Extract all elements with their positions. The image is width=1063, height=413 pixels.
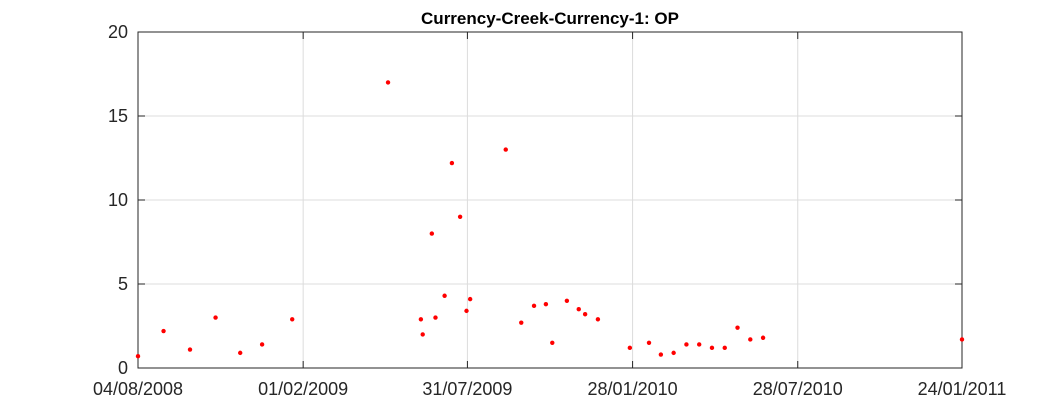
- data-point: [238, 350, 243, 356]
- data-points: [135, 80, 965, 359]
- x-tick-label: 28/07/2010: [753, 379, 843, 399]
- data-point: [671, 350, 676, 356]
- data-point: [187, 347, 193, 352]
- data-point: [259, 342, 265, 347]
- data-point: [627, 345, 633, 351]
- data-point: [213, 315, 218, 320]
- data-point: [576, 307, 581, 312]
- y-tick-labels: 0 5 10 15 20: [108, 22, 128, 378]
- data-point: [564, 298, 570, 303]
- data-point: [543, 301, 549, 307]
- data-point: [646, 340, 652, 345]
- grid-lines: [138, 32, 962, 368]
- x-tick-label: 31/07/2009: [422, 379, 512, 399]
- data-point: [658, 352, 664, 357]
- data-point: [420, 332, 425, 337]
- data-point: [722, 345, 727, 351]
- data-point: [467, 296, 473, 302]
- data-point: [684, 342, 689, 347]
- data-point: [429, 231, 435, 236]
- data-point: [595, 317, 601, 322]
- x-tick-label: 04/08/2008: [93, 379, 183, 399]
- data-point: [290, 317, 295, 322]
- y-tick-label: 15: [108, 106, 128, 126]
- y-tick-label: 5: [118, 274, 128, 294]
- data-point: [519, 320, 524, 325]
- x-tick-label: 24/01/2011: [918, 379, 1007, 399]
- data-point: [161, 328, 166, 334]
- data-point: [385, 80, 391, 85]
- data-point: [135, 354, 141, 359]
- data-point: [748, 337, 753, 342]
- data-point: [582, 312, 588, 317]
- y-tick-label: 10: [108, 190, 128, 210]
- data-point: [503, 147, 508, 152]
- data-point: [735, 325, 740, 330]
- data-point: [696, 342, 702, 347]
- data-point: [550, 340, 555, 345]
- data-point: [709, 345, 715, 351]
- data-point: [433, 315, 438, 320]
- x-tick-label: 01/02/2009: [258, 379, 348, 399]
- data-point: [449, 160, 455, 166]
- data-point: [457, 214, 463, 219]
- y-tick-label: 0: [118, 358, 128, 378]
- x-tick-labels: 04/08/2008 01/02/2009 31/07/2009 28/01/2010…: [93, 379, 1006, 399]
- data-point: [442, 293, 447, 298]
- data-point: [760, 335, 766, 340]
- tick-marks: [137, 31, 963, 369]
- data-point: [959, 337, 965, 342]
- chart-title: Currency-Creek-Currency-1: OP: [421, 9, 679, 28]
- data-point: [418, 317, 424, 322]
- x-tick-label: 28/01/2010: [588, 379, 678, 399]
- y-tick-label: 20: [108, 22, 128, 42]
- data-point: [531, 303, 537, 309]
- data-point: [464, 308, 469, 314]
